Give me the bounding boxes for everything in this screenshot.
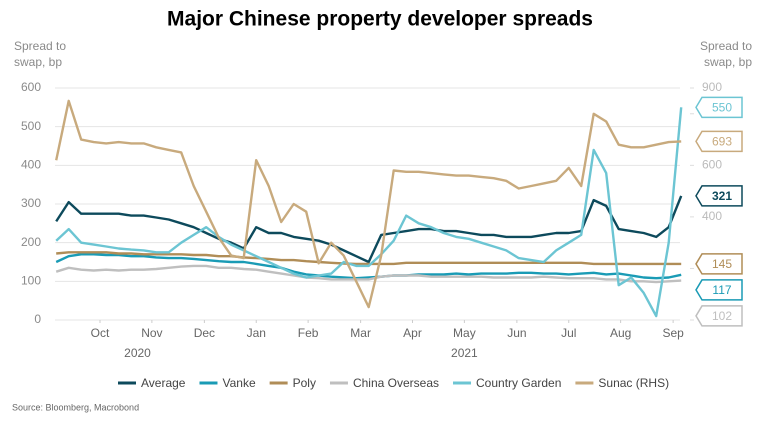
x-tick-label: Aug xyxy=(610,326,631,340)
x-tick-label: Feb xyxy=(298,326,319,340)
y-axis-label: Spread to swap, bp xyxy=(14,39,67,69)
end-label-box xyxy=(695,185,743,207)
end-label-box xyxy=(695,96,743,119)
series-line xyxy=(55,264,682,284)
y2-tick-label: 400 xyxy=(702,209,722,223)
series-line xyxy=(55,253,682,280)
y2-tick-label: 900 xyxy=(702,80,722,94)
legend-label: Country Garden xyxy=(476,376,561,390)
series-line xyxy=(55,107,683,318)
x-tick-label: Mar xyxy=(350,326,371,340)
end-label-box xyxy=(695,253,743,275)
legend-label: Average xyxy=(141,376,186,390)
end-label: 145 xyxy=(712,257,732,271)
y-tick-label: 300 xyxy=(21,196,41,210)
end-label-box xyxy=(695,130,743,153)
series-line xyxy=(55,195,683,264)
y-tick-label: 200 xyxy=(21,235,41,249)
legend-label: Vanke xyxy=(222,376,255,390)
x-tick-label: Jul xyxy=(561,326,576,340)
legend-label: Poly xyxy=(293,376,316,390)
y2-tick-label: 600 xyxy=(702,158,722,172)
series-line xyxy=(56,251,682,266)
source: Source: Bloomberg, Macrobond xyxy=(12,402,139,412)
x-tick-label: Oct xyxy=(91,326,110,340)
x-year-label: 2020 xyxy=(124,346,151,360)
chart-title: Major Chinese property developer spreads xyxy=(167,8,593,31)
legend-label: Sunac (RHS) xyxy=(598,376,669,390)
y-tick-label: 600 xyxy=(21,80,41,94)
x-year-label: 2021 xyxy=(451,346,478,360)
y-tick-label: 100 xyxy=(21,274,41,288)
end-label-box xyxy=(695,279,743,301)
end-label-box xyxy=(695,305,743,327)
end-label: 117 xyxy=(712,283,731,297)
x-tick-label: Nov xyxy=(141,326,162,340)
x-tick-label: Apr xyxy=(403,326,422,340)
series-line xyxy=(55,99,682,309)
y-tick-label: 0 xyxy=(34,312,41,326)
x-tick-label: Jan xyxy=(247,326,266,340)
x-tick-label: Jun xyxy=(507,326,526,340)
y-tick-label: 500 xyxy=(21,119,41,133)
y-tick-label: 400 xyxy=(21,158,41,172)
x-tick-label: Sep xyxy=(662,326,684,340)
legend-label: China Overseas xyxy=(353,376,439,390)
end-label: 321 xyxy=(712,189,732,203)
end-label: 550 xyxy=(712,101,732,115)
y2-axis-label: Spread to swap, bp xyxy=(699,39,752,69)
x-tick-label: Dec xyxy=(194,326,215,340)
end-label: 102 xyxy=(712,309,732,323)
x-tick-label: May xyxy=(453,326,476,340)
end-label: 693 xyxy=(712,135,732,149)
